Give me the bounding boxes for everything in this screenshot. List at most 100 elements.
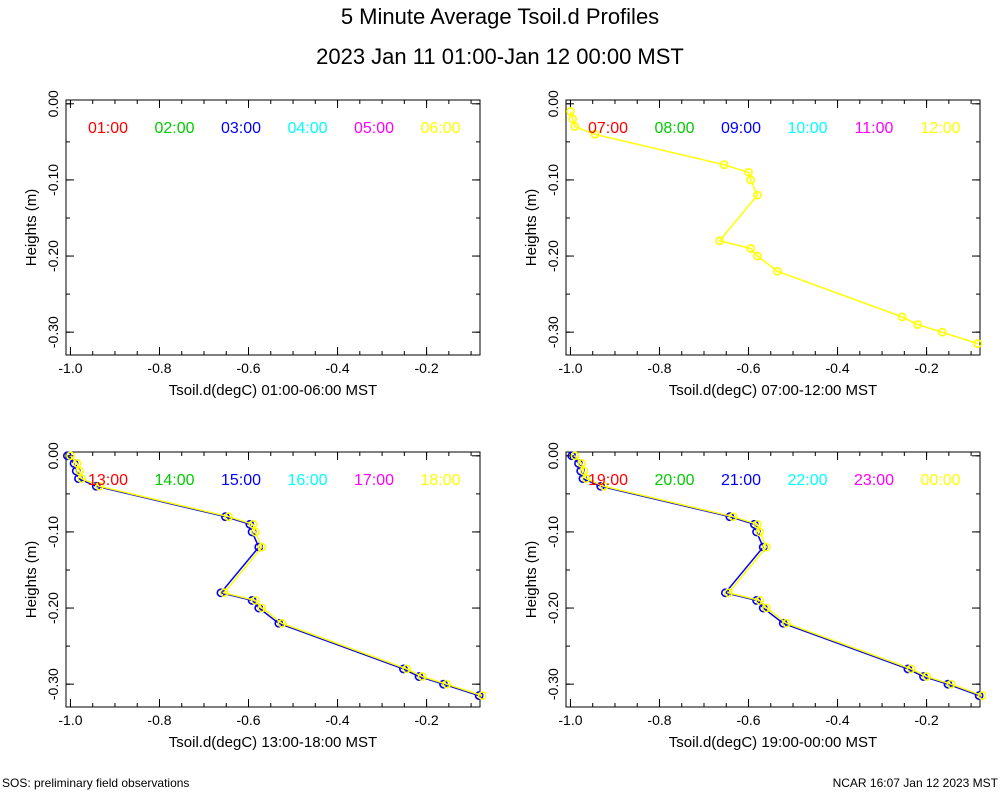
data-point: [74, 466, 84, 476]
series-line-23:00: [571, 455, 980, 697]
legend-entry: 17:00: [354, 472, 394, 489]
legend-entry: 15:00: [221, 472, 261, 489]
data-point: [568, 114, 578, 124]
data-point: [761, 542, 771, 552]
x-tick-label: -0.6: [236, 360, 260, 376]
data-point: [761, 603, 771, 613]
chart-panel-3: -1.0 -0.8 -0.6 -0.4 -0.2 0.00 -0.10 -0.20 -0.30 T…: [23, 442, 486, 751]
y-tick-label: -0.20: [45, 240, 61, 272]
y-tick-label: 0.00: [545, 442, 561, 469]
data-point: [566, 107, 575, 116]
y-tick-label: -0.30: [545, 316, 561, 348]
y-tick-label: -0.30: [45, 668, 61, 700]
series-line-18:00: [69, 455, 483, 697]
data-point: [250, 527, 260, 537]
data-point: [946, 679, 956, 689]
x-tick-label: -0.2: [415, 360, 439, 376]
legend-entry: 19:00: [588, 472, 628, 489]
x-tick-label: -0.2: [915, 712, 939, 728]
x-tick-label: -0.6: [736, 360, 760, 376]
footer-note: SOS: preliminary field observations: [2, 776, 190, 790]
y-tick-label: -0.30: [45, 316, 61, 348]
x-axis-label: Tsoil.d(degC) 19:00-00:00 MST: [669, 734, 877, 751]
y-axis-label: Heights (m): [523, 189, 540, 267]
legend-entry: 08:00: [654, 120, 694, 137]
legend-entry: 03:00: [221, 120, 261, 137]
data-layer: [566, 107, 983, 348]
chart-panel-2: -1.0 -0.8 -0.6 -0.4 -0.2 0.00 -0.10 -0.20 -0.30 T…: [523, 90, 983, 399]
data-point: [715, 236, 724, 246]
legend-entry: 14:00: [154, 472, 194, 489]
data-point: [570, 451, 580, 461]
data-point: [755, 596, 765, 605]
data-point: [257, 603, 267, 613]
data-point: [442, 679, 452, 689]
series-line-12:00: [569, 111, 979, 345]
legend-entry: 00:00: [920, 472, 960, 489]
data-point: [744, 167, 753, 177]
x-tick-label: -0.8: [647, 360, 671, 376]
x-tick-label: -0.4: [325, 712, 349, 728]
data-point: [577, 459, 586, 468]
y-tick-label: -0.10: [45, 516, 61, 548]
data-point: [248, 519, 258, 529]
y-tick-label: -0.20: [545, 592, 561, 624]
data-point: [474, 691, 484, 700]
legend-entry: 10:00: [787, 120, 827, 137]
data-point: [746, 175, 756, 185]
chart-subtitle: 2023 Jan 11 01:00-Jan 12 00:00 MST: [316, 44, 684, 69]
data-point: [579, 466, 589, 476]
plot-frame: [565, 99, 981, 356]
legend-entry: 12:00: [920, 120, 960, 137]
x-axis-label: Tsoil.d(degC) 13:00-18:00 MST: [169, 734, 377, 751]
data-point: [755, 527, 765, 537]
footer-timestamp: NCAR 16:07 Jan 12 2023 MST: [832, 776, 998, 790]
data-point: [417, 672, 427, 681]
legend-entry: 18:00: [420, 472, 460, 489]
legend-entry: 20:00: [654, 472, 694, 489]
y-axis-label: Heights (m): [23, 189, 40, 267]
chart-panel-1: -1.0 -0.8 -0.6 -0.4 -0.2 0.00 -0.10 -0.20 -0.30 T…: [23, 90, 481, 399]
data-point: [906, 664, 916, 674]
data-point: [719, 160, 729, 170]
legend-entry: 09:00: [721, 120, 761, 137]
series-line-00:00: [574, 455, 983, 697]
x-tick-label: -1.0: [558, 360, 582, 376]
y-tick-label: -0.10: [545, 164, 561, 196]
data-point: [922, 672, 931, 681]
chart-panel-4: -1.0 -0.8 -0.6 -0.4 -0.2 0.00 -0.10 -0.20 -0.30 T…: [523, 442, 986, 751]
legend-entry: 06:00: [420, 120, 460, 137]
x-tick-label: -0.6: [236, 712, 260, 728]
data-point: [753, 251, 762, 261]
data-point: [746, 244, 756, 253]
data-point: [974, 691, 984, 700]
x-axis-label: Tsoil.d(degC) 07:00-12:00 MST: [669, 382, 877, 399]
y-tick-label: -0.20: [45, 592, 61, 624]
x-tick-label: -1.0: [558, 712, 582, 728]
data-layer: [567, 451, 986, 700]
legend-entry: 22:00: [787, 472, 827, 489]
x-tick-label: -0.6: [736, 712, 760, 728]
x-tick-label: -1.0: [58, 712, 82, 728]
legend-entry: 05:00: [354, 120, 394, 137]
data-point: [753, 519, 762, 529]
legend-entry: 02:00: [154, 120, 194, 137]
data-point: [77, 474, 86, 484]
x-tick-label: -0.8: [147, 712, 171, 728]
legend-entry: 13:00: [88, 472, 128, 489]
x-tick-label: -0.8: [147, 360, 171, 376]
y-tick-label: 0.00: [45, 90, 61, 117]
legend-entry: 01:00: [88, 120, 128, 137]
x-tick-label: -0.4: [325, 360, 349, 376]
data-point: [937, 327, 947, 337]
legend-entry: 11:00: [855, 120, 894, 137]
data-point: [257, 542, 267, 552]
data-point: [277, 618, 287, 628]
data-point: [590, 129, 600, 139]
y-tick-label: -0.30: [545, 668, 561, 700]
data-point: [773, 266, 782, 276]
y-axis-label: Heights (m): [23, 541, 40, 619]
x-tick-label: -0.4: [825, 360, 849, 376]
x-axis-label: Tsoil.d(degC) 01:00-06:00 MST: [169, 382, 377, 399]
